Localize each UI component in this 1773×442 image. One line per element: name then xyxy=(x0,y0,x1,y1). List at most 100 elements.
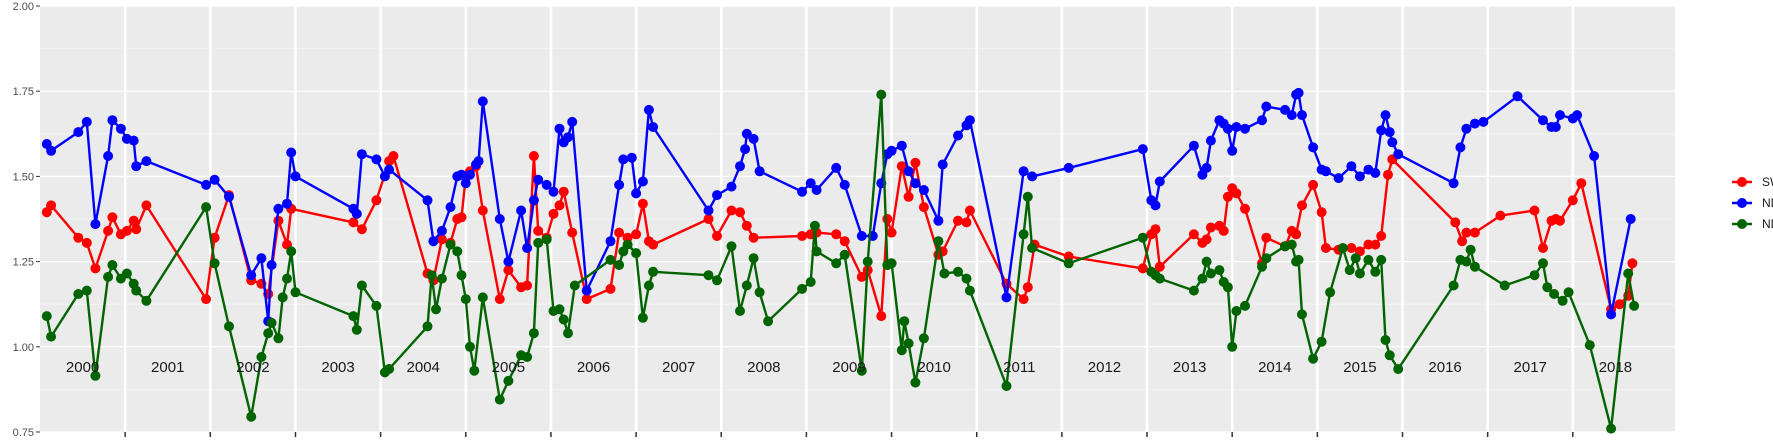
data-point-swir xyxy=(90,263,101,274)
data-point-ndvi xyxy=(1240,123,1250,134)
year-label-2003: 2003 xyxy=(321,359,354,376)
data-point-ndwi xyxy=(1354,268,1365,279)
data-point-ndvi xyxy=(1606,309,1617,320)
data-point-ndwi xyxy=(1022,191,1033,202)
data-point-ndwi xyxy=(918,333,929,344)
data-point-swir xyxy=(1320,243,1331,253)
data-point-ndwi xyxy=(522,352,533,362)
data-point-swir xyxy=(797,231,808,241)
data-point-ndvi xyxy=(1137,144,1148,155)
data-point-ndvi xyxy=(422,195,433,206)
data-point-ndwi xyxy=(1286,239,1297,250)
year-label-2009: 2009 xyxy=(832,359,865,376)
data-point-ndwi xyxy=(637,312,648,323)
data-point-ndvi xyxy=(1461,123,1472,134)
data-point-swir xyxy=(1308,179,1319,190)
data-point-swir xyxy=(1188,229,1199,240)
data-point-ndvi xyxy=(528,195,539,206)
data-point-ndvi xyxy=(1222,123,1233,134)
data-point-ndwi xyxy=(1027,243,1038,253)
data-point-swir xyxy=(1022,282,1033,293)
data-point-ndvi xyxy=(46,145,57,156)
data-point-ndwi xyxy=(282,273,292,284)
data-point-ndvi xyxy=(445,202,456,213)
data-point-ndvi xyxy=(533,174,544,185)
data-point-swir xyxy=(554,200,565,211)
data-point-swir xyxy=(1450,217,1461,228)
data-point-ndwi xyxy=(1499,280,1510,291)
data-point-swir xyxy=(1538,243,1548,253)
data-point-ndvi xyxy=(1384,127,1395,138)
data-point-ndwi xyxy=(648,266,659,277)
data-point-ndvi xyxy=(712,190,722,201)
legend: SWIR NDVI NDWI xyxy=(1732,175,1773,231)
data-point-ndwi xyxy=(1448,280,1459,291)
year-label-2014: 2014 xyxy=(1258,359,1291,376)
data-point-ndwi xyxy=(754,287,765,298)
data-point-ndwi xyxy=(209,258,220,269)
data-point-ndvi xyxy=(384,164,395,175)
data-point-swir xyxy=(73,232,84,243)
data-point-ndwi xyxy=(1465,244,1476,255)
data-point-swir xyxy=(631,229,642,240)
data-point-swir xyxy=(121,225,132,236)
data-point-ndvi xyxy=(856,231,867,241)
data-point-ndvi xyxy=(643,104,654,115)
data-point-swir xyxy=(1614,299,1625,310)
data-point-ndvi xyxy=(964,115,975,126)
year-label-2000: 2000 xyxy=(66,359,99,376)
year-label-2010: 2010 xyxy=(917,359,950,376)
year-label-2013: 2013 xyxy=(1173,359,1206,376)
data-point-ndwi xyxy=(797,283,808,294)
data-point-ndvi xyxy=(436,225,447,236)
data-point-ndwi xyxy=(953,266,963,277)
data-point-ndwi xyxy=(1393,364,1404,374)
data-point-ndvi xyxy=(1154,176,1165,187)
data-point-ndvi xyxy=(1201,162,1212,173)
data-point-ndvi xyxy=(937,159,948,170)
data-point-ndwi xyxy=(1623,268,1634,279)
data-point-ndwi xyxy=(277,292,288,303)
data-point-ndvi xyxy=(1625,214,1636,224)
year-label-2015: 2015 xyxy=(1343,359,1376,376)
data-point-ndwi xyxy=(1201,256,1212,267)
data-point-ndvi xyxy=(90,219,101,230)
data-point-swir xyxy=(46,200,57,211)
data-point-ndvi xyxy=(246,270,257,281)
data-point-swir xyxy=(703,214,714,224)
data-point-ndwi xyxy=(445,239,456,250)
data-point-ndwi xyxy=(1001,381,1012,391)
data-point-swir xyxy=(1018,294,1029,305)
data-point-swir xyxy=(614,227,625,238)
data-point-ndwi xyxy=(1231,306,1242,316)
data-point-ndwi xyxy=(1188,285,1199,296)
data-point-ndvi xyxy=(371,154,382,165)
data-point-swir xyxy=(548,208,559,219)
data-point-ndwi xyxy=(351,324,362,335)
data-point-ndwi xyxy=(465,341,475,352)
data-point-ndvi xyxy=(1261,101,1272,112)
data-point-ndwi xyxy=(494,394,505,405)
y-tick-label: 0.75 xyxy=(13,427,34,439)
data-point-ndvi xyxy=(1455,142,1466,153)
data-point-ndvi xyxy=(103,151,114,161)
y-axis: 0.75 1.00 1.25 1.50 1.75 2.00 xyxy=(13,1,40,439)
data-point-ndvi xyxy=(1550,122,1561,132)
data-point-ndvi xyxy=(1572,110,1583,121)
data-point-swir xyxy=(1495,210,1506,221)
data-point-ndvi xyxy=(1448,178,1459,189)
data-point-swir xyxy=(1205,222,1216,233)
data-point-swir xyxy=(503,265,514,276)
data-point-ndvi xyxy=(473,156,484,167)
data-point-ndwi xyxy=(1584,340,1595,351)
data-point-swir xyxy=(107,212,118,223)
data-point-swir xyxy=(1461,227,1472,238)
data-point-ndvi xyxy=(201,179,212,190)
data-point-ndwi xyxy=(1370,266,1381,277)
data-point-ndvi xyxy=(805,178,816,189)
data-point-swir xyxy=(371,195,382,206)
data-point-ndwi xyxy=(1384,350,1395,361)
data-point-swir xyxy=(839,236,850,247)
data-point-ndvi xyxy=(548,186,559,197)
data-point-swir xyxy=(1316,207,1327,218)
